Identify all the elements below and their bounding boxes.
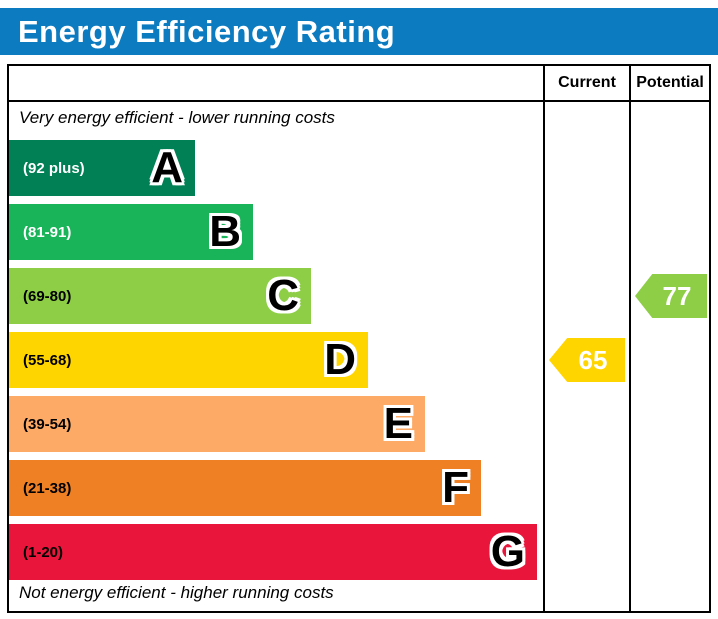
header-divider: [9, 100, 709, 102]
band-row: (21-38) F: [9, 460, 537, 516]
band-range-label: (55-68): [23, 351, 72, 369]
band-letter: B: [209, 207, 241, 256]
epc-chart: Current Potential Very energy efficient …: [7, 64, 711, 613]
band-letter: D: [324, 335, 356, 384]
band-bar: (55-68) D: [9, 332, 368, 388]
potential-column-header: Potential: [636, 74, 704, 91]
band-letter: A: [151, 143, 183, 192]
band-row: (1-20) G: [9, 524, 537, 580]
band-range-label: (21-38): [23, 479, 72, 497]
current-rating-value: 65: [578, 344, 608, 375]
page-title: Energy Efficiency Rating: [18, 13, 396, 49]
current-rating-marker: 65: [549, 338, 625, 382]
band-letter: E: [383, 399, 413, 448]
band-letter: C: [267, 271, 299, 320]
band-letter: G: [490, 527, 525, 576]
band-row: (55-68) D: [9, 332, 537, 388]
band-bar: (39-54) E: [9, 396, 425, 452]
band-row: (81-91) B: [9, 204, 537, 260]
band-bar: (81-91) B: [9, 204, 253, 260]
band-row: (39-54) E: [9, 396, 537, 452]
title-bar: Energy Efficiency Rating: [0, 8, 718, 55]
current-column-header: Current: [558, 74, 616, 91]
band-bar: (21-38) F: [9, 460, 481, 516]
bands-container: (92 plus) A (81-91) B (69-80) C (55-68) …: [9, 140, 537, 588]
potential-rating-value: 77: [662, 280, 692, 311]
potential-rating-marker: 77: [635, 274, 707, 318]
band-range-label: (39-54): [23, 415, 72, 433]
current-column-divider: [543, 66, 545, 611]
band-range-label: (1-20): [23, 543, 64, 561]
potential-column-divider: [629, 66, 631, 611]
band-range-label: (81-91): [23, 223, 72, 241]
bottom-caption: Not energy efficient - higher running co…: [19, 583, 334, 602]
band-row: (92 plus) A: [9, 140, 537, 196]
band-bar: (1-20) G: [9, 524, 537, 580]
band-row: (69-80) C: [9, 268, 537, 324]
band-bar: (69-80) C: [9, 268, 311, 324]
band-letter: F: [442, 463, 469, 512]
band-range-label: (92 plus): [23, 159, 85, 177]
band-bar: (92 plus) A: [9, 140, 195, 196]
band-range-label: (69-80): [23, 287, 72, 305]
top-caption: Very energy efficient - lower running co…: [19, 108, 335, 127]
